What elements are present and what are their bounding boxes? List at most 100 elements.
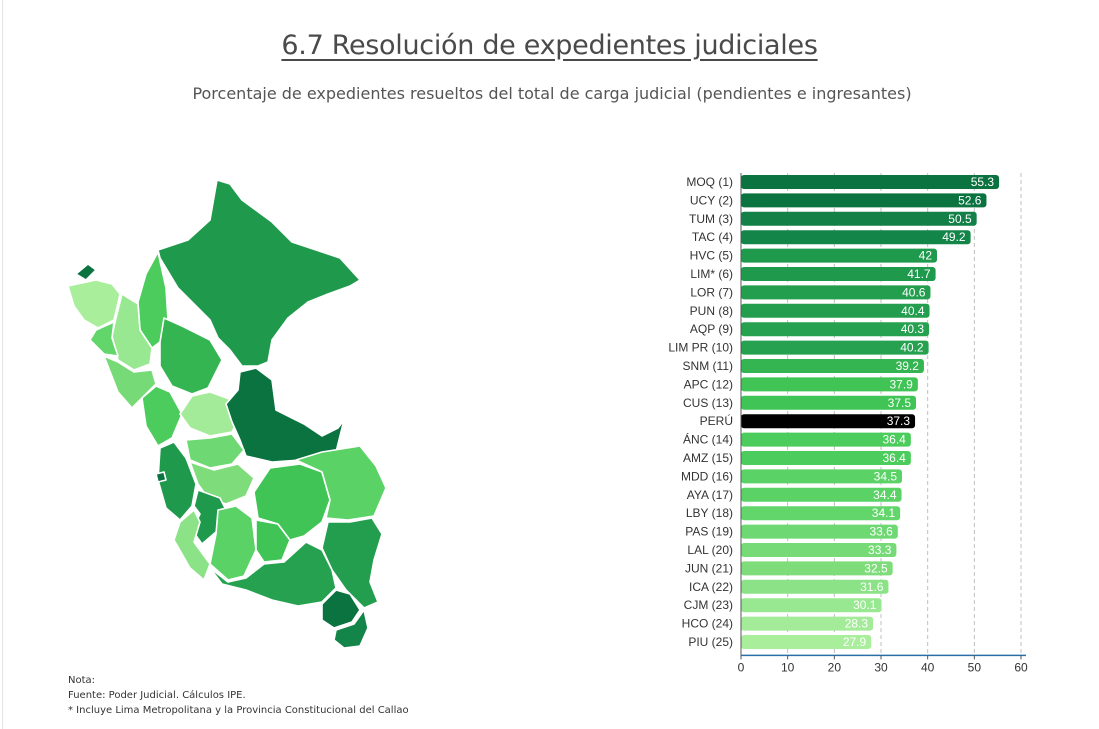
category-label: MDD (16) — [681, 469, 733, 483]
x-tick-label: 10 — [781, 660, 795, 674]
category-label: CJM (23) — [684, 598, 733, 612]
category-label: AMZ (15) — [683, 451, 733, 465]
map-region-ancash — [141, 385, 183, 447]
category-label: PUN (8) — [690, 304, 733, 318]
value-label: 41.7 — [907, 267, 931, 281]
note-label: Nota: — [68, 675, 96, 686]
bar — [741, 432, 911, 447]
category-label: APC (12) — [684, 377, 733, 391]
x-tick-label: 20 — [828, 660, 842, 674]
value-label: 37.3 — [887, 414, 911, 428]
value-label: 33.6 — [869, 525, 893, 539]
bar — [741, 285, 931, 300]
bar-peru — [741, 414, 916, 429]
category-label: MOQ (1) — [686, 175, 733, 189]
map-region-lima — [157, 441, 197, 521]
value-label: 33.3 — [868, 543, 892, 557]
peru-region-map — [67, 179, 387, 649]
bar — [741, 303, 930, 318]
resolution-bar-chart: MOQ (1) 55.3 UCY (2) 52.6 TUM (3) 50.5 TAC (4)… — [668, 173, 1028, 674]
left-border — [2, 0, 3, 729]
value-label: 34.5 — [874, 469, 898, 483]
value-label: 32.5 — [864, 561, 888, 575]
bar — [741, 616, 874, 631]
bar — [741, 267, 936, 281]
bar — [741, 248, 937, 263]
category-label: LAL (20) — [687, 543, 733, 557]
map-region-sanmartin — [159, 317, 223, 395]
bar — [741, 561, 893, 576]
bar — [741, 377, 918, 392]
map-region-huanuco — [179, 391, 241, 437]
category-label: PIU (25) — [688, 635, 733, 649]
category-label: LIM PR (10) — [668, 341, 733, 355]
value-label: 50.5 — [948, 212, 972, 226]
bar — [741, 635, 872, 649]
value-label: 42 — [919, 249, 933, 263]
category-label: HCO (24) — [682, 617, 733, 631]
x-tick-label: 40 — [921, 660, 935, 674]
value-label: 37.9 — [890, 377, 914, 391]
category-label: AQP (9) — [690, 322, 733, 336]
category-label: SNM (11) — [683, 359, 733, 373]
x-tick-label: 30 — [874, 660, 888, 674]
map-region-tacna — [333, 609, 369, 649]
bar — [741, 524, 898, 539]
value-label: 30.1 — [853, 598, 877, 612]
value-label: 49.2 — [942, 230, 966, 244]
category-label: AYA (17) — [687, 488, 733, 502]
value-label: 36.4 — [883, 433, 907, 447]
page-subtitle: Porcentaje de expedientes resueltos del … — [192, 84, 912, 103]
bar — [741, 451, 911, 465]
bar — [741, 469, 902, 484]
category-label: ÁNC (14) — [683, 432, 733, 447]
value-label: 40.6 — [902, 285, 926, 299]
lima-note: * Incluye Lima Metropolitana y la Provin… — [68, 705, 409, 716]
bar — [741, 322, 930, 337]
map-region-huancavelica — [191, 489, 229, 545]
chart-x-axis: 0 10 20 30 40 50 60 — [738, 173, 1028, 674]
category-label: ICA (22) — [689, 580, 733, 594]
map-region-madrededios — [295, 445, 387, 521]
bar — [741, 230, 971, 245]
footnotes: Nota: Fuente: Poder Judicial. Cálculos I… — [68, 673, 409, 718]
value-label: 40.3 — [901, 322, 925, 336]
bar — [741, 359, 924, 373]
value-label: 34.4 — [873, 488, 897, 502]
category-label: LIM* (6) — [690, 267, 733, 281]
bar — [741, 211, 977, 226]
bar — [741, 506, 901, 521]
bar — [741, 193, 987, 208]
x-tick-label: 60 — [1014, 660, 1028, 674]
bar — [741, 579, 889, 594]
category-label: HVC (5) — [690, 249, 733, 263]
x-tick-label: 50 — [968, 660, 982, 674]
map-region-lambayeque — [89, 321, 119, 357]
bar — [741, 543, 897, 557]
bar — [741, 487, 902, 502]
category-label: LBY (18) — [686, 506, 733, 520]
value-label: 34.1 — [872, 506, 896, 520]
bar — [741, 395, 916, 410]
chart-bars: MOQ (1) 55.3 UCY (2) 52.6 TUM (3) 50.5 TAC (4)… — [668, 175, 1000, 649]
map-region-tumbes — [75, 263, 97, 281]
map-region-callao — [155, 471, 167, 483]
category-label: UCY (2) — [690, 193, 733, 207]
value-label: 39.2 — [896, 359, 920, 373]
map-region-lalibertad — [103, 355, 157, 409]
map-region-piura — [67, 279, 121, 329]
value-label: 37.5 — [888, 396, 912, 410]
value-label: 55.3 — [971, 175, 995, 189]
category-label: PAS (19) — [685, 525, 733, 539]
category-label: PERÚ — [700, 413, 733, 428]
map-region-moquegua — [321, 589, 361, 629]
value-label: 31.6 — [860, 580, 884, 594]
value-label: 28.3 — [845, 617, 869, 631]
category-label: LOR (7) — [690, 285, 733, 299]
category-label: JUN (21) — [685, 561, 733, 575]
category-label: TUM (3) — [689, 212, 733, 226]
x-tick-label: 0 — [738, 660, 745, 674]
bar — [741, 598, 882, 613]
map-region-arequipa — [209, 541, 337, 607]
value-label: 52.6 — [958, 193, 982, 207]
